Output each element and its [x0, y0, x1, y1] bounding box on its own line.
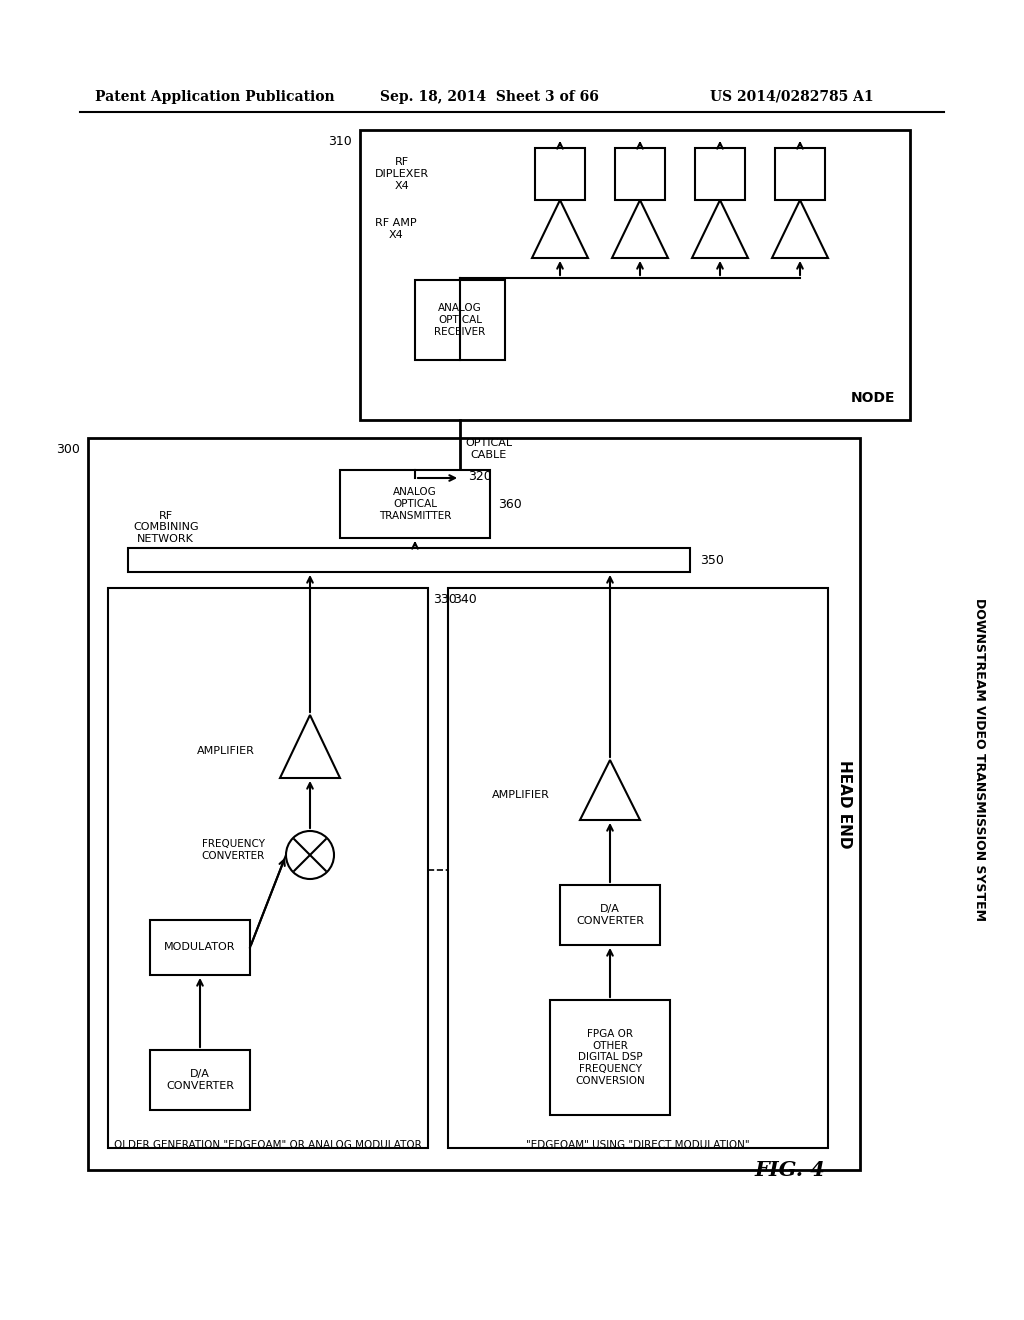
Polygon shape [612, 201, 668, 257]
Bar [550, 1001, 670, 1115]
Text: RF
DIPLEXER
X4: RF DIPLEXER X4 [375, 157, 429, 190]
Polygon shape [772, 201, 828, 257]
Text: ANALOG
OPTICAL
TRANSMITTER: ANALOG OPTICAL TRANSMITTER [379, 487, 452, 520]
Text: 320: 320 [468, 470, 492, 483]
Bar [449, 587, 828, 1148]
Text: 340: 340 [453, 593, 477, 606]
Bar [560, 884, 660, 945]
Text: ANALOG
OPTICAL
RECEIVER: ANALOG OPTICAL RECEIVER [434, 304, 485, 337]
Polygon shape [532, 201, 588, 257]
Bar [340, 470, 490, 539]
Bar [535, 148, 585, 201]
Bar [108, 587, 428, 1148]
Text: DOWNSTREAM VIDEO TRANSMISSION SYSTEM: DOWNSTREAM VIDEO TRANSMISSION SYSTEM [974, 598, 986, 921]
Bar [150, 920, 250, 975]
Text: NODE: NODE [851, 391, 895, 405]
Text: RF AMP
X4: RF AMP X4 [375, 218, 417, 240]
Bar [360, 129, 910, 420]
Text: Sep. 18, 2014  Sheet 3 of 66: Sep. 18, 2014 Sheet 3 of 66 [380, 90, 599, 104]
Text: D/A
CONVERTER: D/A CONVERTER [575, 904, 644, 925]
Text: FREQUENCY
CONVERTER: FREQUENCY CONVERTER [202, 840, 265, 861]
Text: RF
COMBINING
NETWORK: RF COMBINING NETWORK [133, 511, 199, 544]
Text: HEAD END: HEAD END [837, 760, 852, 849]
Bar [150, 1049, 250, 1110]
Text: US 2014/0282785 A1: US 2014/0282785 A1 [710, 90, 873, 104]
Text: 360: 360 [498, 498, 522, 511]
Text: 300: 300 [56, 444, 80, 455]
Polygon shape [692, 201, 748, 257]
Text: AMPLIFIER: AMPLIFIER [198, 747, 255, 756]
Text: 330: 330 [433, 593, 457, 606]
Bar [128, 548, 690, 572]
Text: 310: 310 [329, 135, 352, 148]
Text: 350: 350 [700, 553, 724, 566]
Bar [775, 148, 825, 201]
Text: FIG. 4: FIG. 4 [755, 1160, 825, 1180]
Text: FPGA OR
OTHER
DIGITAL DSP
FREQUENCY
CONVERSION: FPGA OR OTHER DIGITAL DSP FREQUENCY CONV… [575, 1030, 645, 1085]
Text: MODULATOR: MODULATOR [164, 942, 236, 953]
Text: OPTICAL
CABLE: OPTICAL CABLE [465, 438, 512, 459]
Bar [615, 148, 665, 201]
Bar [695, 148, 745, 201]
Text: OLDER GENERATION "EDGEQAM" OR ANALOG MODULATOR: OLDER GENERATION "EDGEQAM" OR ANALOG MOD… [114, 1140, 422, 1150]
Circle shape [286, 832, 334, 879]
Text: Patent Application Publication: Patent Application Publication [95, 90, 335, 104]
Bar [415, 280, 505, 360]
Text: D/A
CONVERTER: D/A CONVERTER [166, 1069, 234, 1090]
Polygon shape [580, 760, 640, 820]
Text: "EDGEQAM" USING "DIRECT MODULATION": "EDGEQAM" USING "DIRECT MODULATION" [526, 1140, 750, 1150]
Polygon shape [280, 715, 340, 777]
Bar [88, 438, 860, 1170]
Text: AMPLIFIER: AMPLIFIER [493, 789, 550, 800]
